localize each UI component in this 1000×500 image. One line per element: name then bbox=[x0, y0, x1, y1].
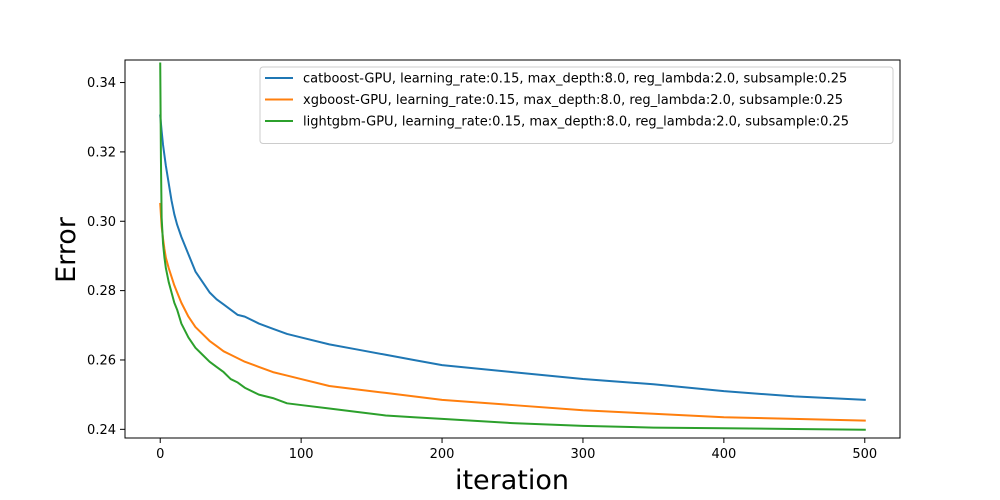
y-tick-label: 0.32 bbox=[87, 145, 116, 160]
x-tick-label: 200 bbox=[430, 447, 455, 462]
y-tick-label: 0.34 bbox=[87, 76, 116, 91]
x-axis-ticks: 0 100 200 300 400 500 bbox=[156, 438, 877, 462]
y-tick-label: 0.30 bbox=[87, 215, 116, 230]
x-tick-label: 300 bbox=[571, 447, 596, 462]
legend-label-1: catboost-GPU, learning_rate:0.15, max_de… bbox=[303, 72, 847, 87]
legend-label-3: lightgbm-GPU, learning_rate:0.15, max_de… bbox=[303, 115, 849, 130]
y-axis-ticks: 0.24 0.26 0.28 0.30 0.32 0.34 bbox=[87, 76, 125, 438]
x-tick-label: 500 bbox=[852, 447, 877, 462]
plot-frame bbox=[124, 59, 901, 439]
legend-label-2: xgboost-GPU, learning_rate:0.15, max_dep… bbox=[303, 93, 843, 108]
plot-lines bbox=[159, 62, 866, 431]
x-axis-label: iteration bbox=[455, 465, 569, 496]
legend-box bbox=[259, 66, 894, 144]
x-tick-label: 100 bbox=[289, 447, 314, 462]
x-tick-label: 0 bbox=[156, 447, 164, 462]
series-line-1 bbox=[159, 114, 866, 401]
axes bbox=[124, 59, 901, 439]
y-axis-label: Error bbox=[51, 216, 82, 283]
y-tick-label: 0.28 bbox=[87, 284, 116, 299]
series-line-2 bbox=[159, 202, 866, 422]
legend: catboost-GPU, learning_rate:0.15, max_de… bbox=[259, 66, 894, 144]
series-line-3 bbox=[159, 62, 866, 431]
y-tick-label: 0.24 bbox=[87, 423, 116, 438]
x-tick-label: 400 bbox=[711, 447, 736, 462]
y-tick-label: 0.26 bbox=[87, 353, 116, 368]
